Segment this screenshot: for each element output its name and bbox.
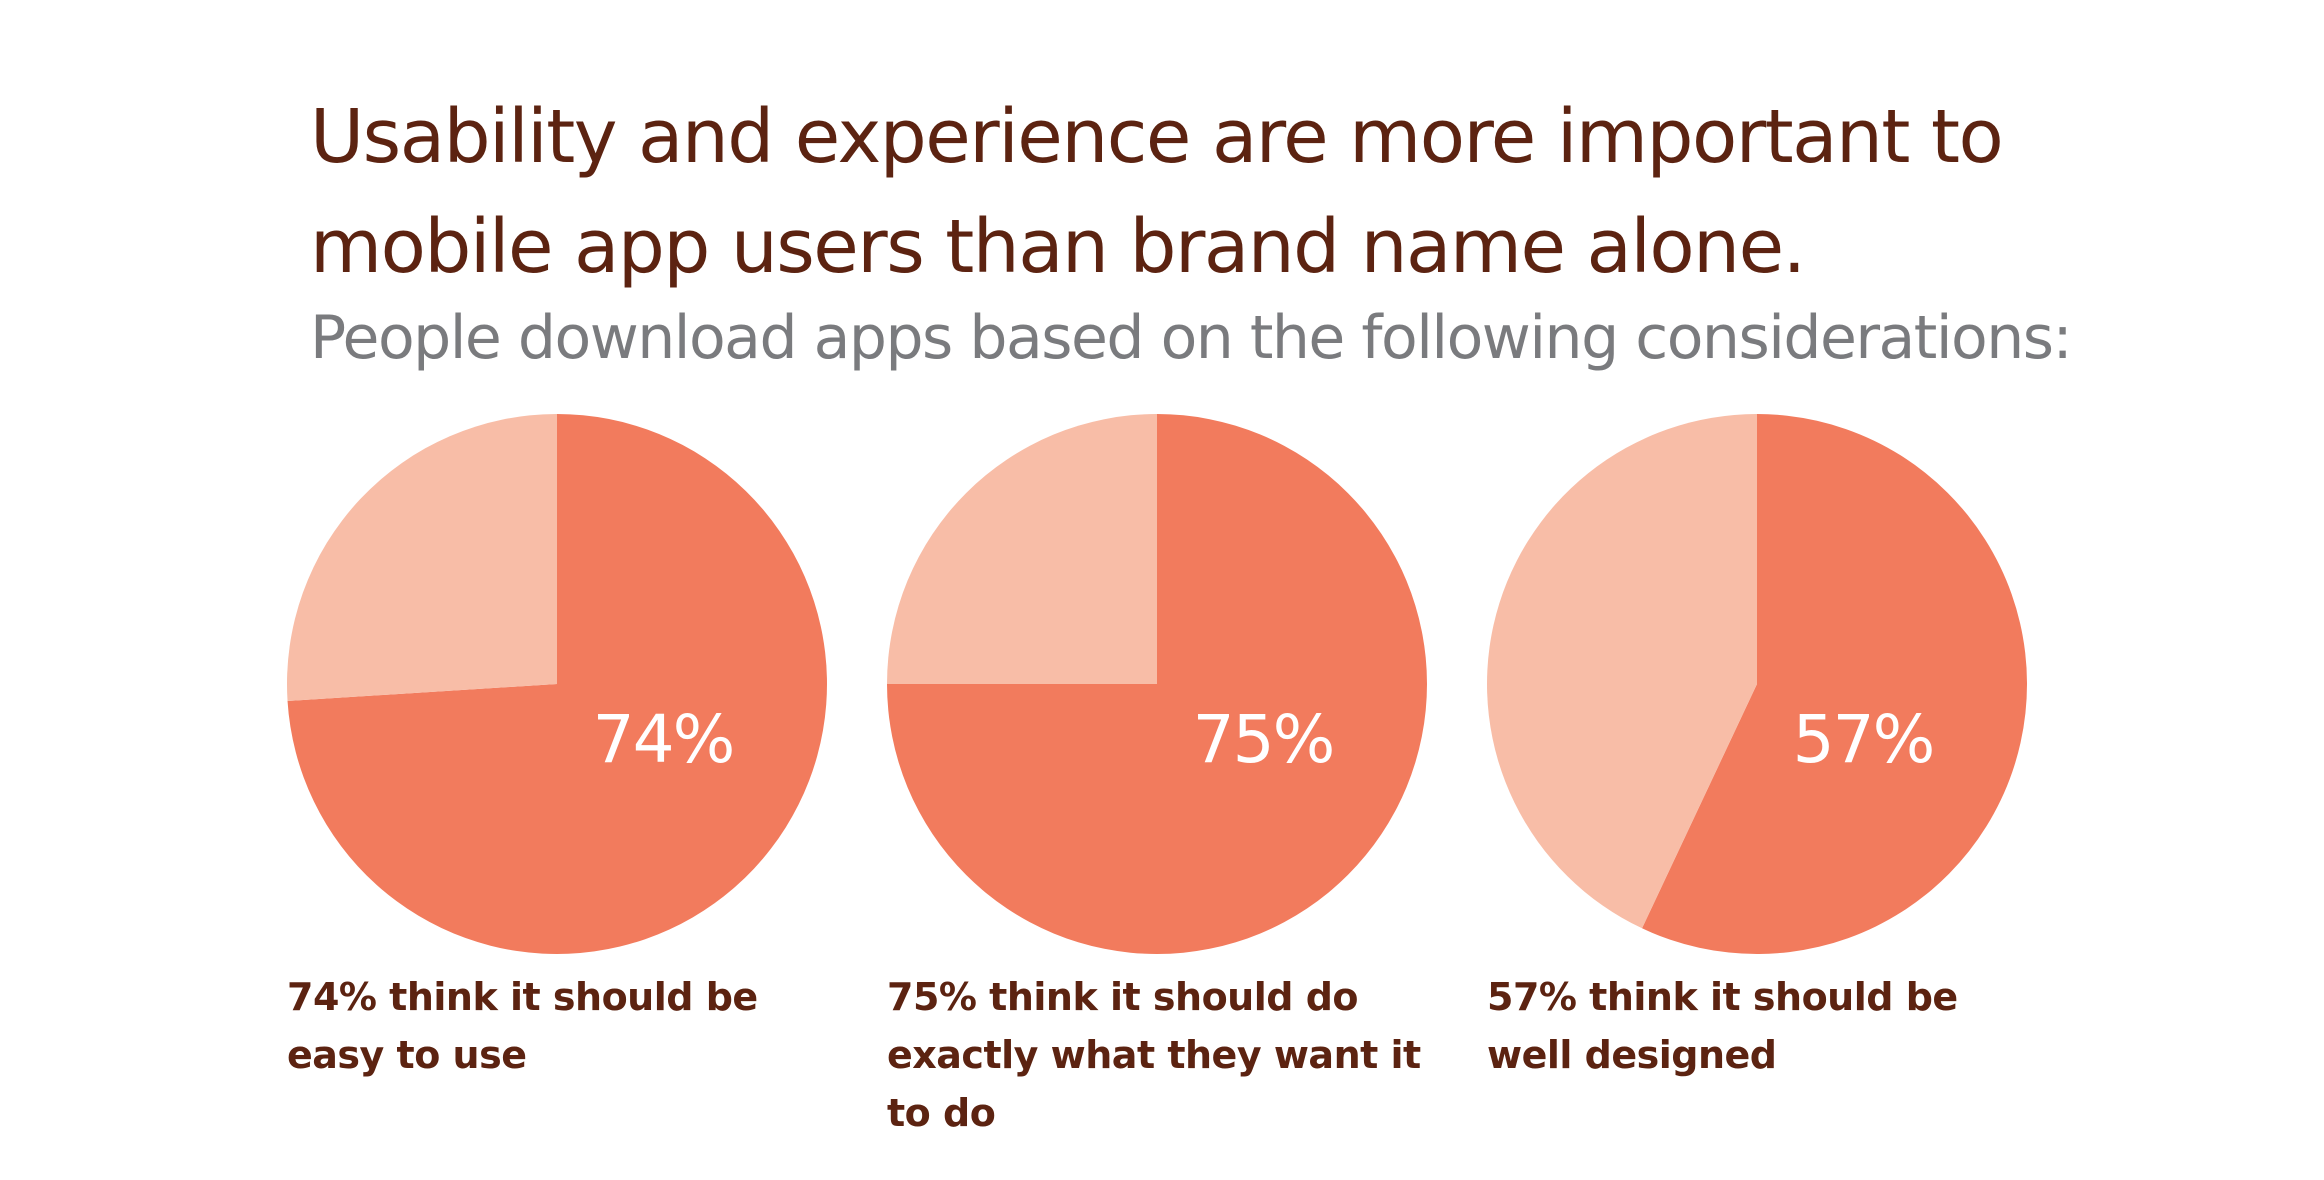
caption-easy-to-use: 74% think it should be easy to use bbox=[287, 975, 758, 1077]
pie-slice-well-designed-share bbox=[1642, 414, 2028, 954]
pie-slice-does-what-they-want-remainder bbox=[887, 414, 1157, 684]
pie-slice-well-designed-remainder bbox=[1487, 414, 1757, 929]
pie-label-easy-to-use: 74% bbox=[593, 701, 734, 778]
pie-chart-easy-to-use: 74% bbox=[286, 414, 827, 955]
pie-label-well-designed: 57% bbox=[1793, 701, 1934, 778]
pie-slice-easy-to-use-share bbox=[287, 414, 827, 955]
chart-title: Usability and experience are more import… bbox=[310, 94, 2004, 290]
pie-chart-well-designed: 57% bbox=[1487, 414, 2028, 954]
chart-subtitle: People download apps based on the follow… bbox=[310, 303, 2073, 373]
caption-does-what-they-want: 75% think it should do exactly what they… bbox=[887, 975, 1421, 1135]
pie-chart-does-what-they-want: 75% bbox=[887, 414, 1427, 954]
caption-well-designed: 57% think it should be well designed bbox=[1487, 975, 1958, 1077]
pie-label-does-what-they-want: 75% bbox=[1193, 701, 1334, 778]
pie-slice-easy-to-use-remainder bbox=[286, 414, 557, 701]
